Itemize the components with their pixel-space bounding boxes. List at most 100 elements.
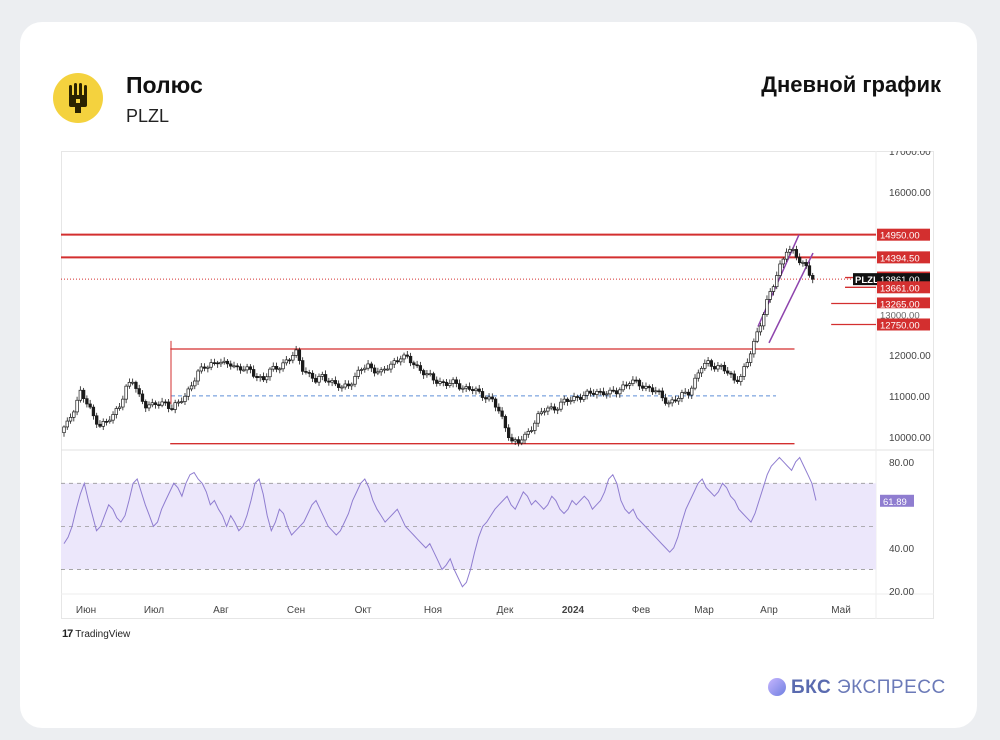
- candle-body: [709, 360, 714, 367]
- price-chart[interactable]: 17000.00 16000.00 12000.00 11000.00 10000.00…: [61, 151, 934, 619]
- price-label-box: [877, 228, 930, 241]
- candle-body: [81, 389, 86, 400]
- candle-body: [65, 420, 69, 428]
- candle-body: [333, 380, 338, 385]
- candle-body: [592, 392, 596, 395]
- candle-body: [732, 373, 736, 381]
- candle-body: [248, 366, 253, 370]
- candle-body: [461, 387, 465, 390]
- time-tick-label: Апр: [760, 605, 778, 616]
- time-tick-label: 2024: [562, 605, 585, 616]
- candle-body: [507, 427, 511, 439]
- candle-body: [229, 363, 233, 367]
- candle-body: [62, 426, 66, 434]
- candle-body: [336, 383, 341, 388]
- candle-body: [762, 314, 766, 327]
- price-label-box: [877, 281, 930, 294]
- candle-body: [680, 392, 684, 399]
- candle-body: [108, 419, 112, 423]
- candle-body: [144, 401, 148, 409]
- price-label-box: [877, 251, 930, 264]
- candle-body: [104, 421, 109, 423]
- candle-body: [549, 406, 553, 409]
- candle-body: [667, 402, 671, 405]
- rsi-line: [63, 456, 817, 588]
- candle-body: [634, 379, 638, 382]
- candle-body: [471, 389, 475, 392]
- candle-body: [196, 370, 200, 382]
- candle-body: [748, 353, 753, 363]
- candle-body: [660, 390, 664, 399]
- candle-body: [320, 374, 324, 377]
- candle-body: [323, 374, 328, 382]
- candle-body: [202, 366, 207, 369]
- candle-body: [346, 383, 351, 387]
- candle-body: [565, 398, 570, 402]
- chart-title: Дневной график: [761, 72, 941, 97]
- candle-body: [758, 325, 763, 333]
- candle-body: [716, 365, 720, 370]
- candle-body: [618, 389, 622, 395]
- candle-body: [451, 379, 455, 384]
- candle-body: [173, 402, 177, 410]
- candle-body: [189, 385, 194, 390]
- candle-body: [490, 396, 494, 400]
- candle-body: [278, 368, 282, 371]
- candle-body: [722, 364, 727, 372]
- price-tick-label: 12000.00: [889, 351, 931, 362]
- chart-border: [61, 151, 934, 619]
- brand-name-a: БКС: [791, 677, 832, 698]
- candle-body: [614, 390, 619, 395]
- candle-body: [526, 430, 530, 435]
- candle-body: [585, 390, 589, 396]
- candle-body: [641, 385, 645, 389]
- candle-body: [539, 411, 544, 415]
- price-label-text: 13661.00: [880, 283, 920, 294]
- candle-body: [784, 251, 789, 260]
- candle-body: [703, 363, 707, 369]
- price-tick-label: 11000.00: [889, 392, 930, 403]
- candle-body: [735, 379, 740, 382]
- symbol-label-text: PLZL: [855, 275, 879, 286]
- candle-body: [222, 360, 226, 363]
- candle-body: [627, 383, 632, 386]
- candle-body: [379, 369, 383, 373]
- candle-body: [343, 383, 347, 388]
- candle-body: [353, 376, 357, 385]
- candle-body: [304, 371, 308, 373]
- candle-body: [281, 362, 285, 370]
- candle-body: [686, 391, 691, 396]
- candle-body: [552, 406, 557, 411]
- candle-body: [739, 376, 743, 382]
- candle-body: [327, 380, 331, 383]
- candle-body: [297, 349, 302, 361]
- candle-body: [310, 372, 315, 379]
- candle-body: [412, 362, 416, 366]
- candle-body: [140, 393, 145, 402]
- candle-body: [392, 360, 396, 365]
- candle-body: [399, 358, 403, 363]
- candle-body: [238, 366, 243, 371]
- candle-body: [683, 391, 687, 394]
- channel-line-lower: [768, 252, 814, 344]
- candle-body: [480, 391, 485, 398]
- candle-body: [755, 331, 759, 342]
- candle-body: [778, 263, 782, 276]
- candle-body: [569, 400, 573, 402]
- candle-body: [529, 430, 534, 432]
- candle-body: [765, 299, 769, 315]
- candle-body: [595, 390, 599, 395]
- candle-body: [363, 367, 367, 370]
- tv-mark-icon: 17: [62, 628, 73, 640]
- candle-body: [206, 366, 210, 369]
- time-tick-label: Июн: [76, 605, 96, 616]
- candle-body: [232, 365, 236, 368]
- candle-body: [212, 362, 217, 364]
- candle-body: [408, 355, 413, 364]
- candle-body: [457, 383, 462, 390]
- candle-body: [477, 388, 481, 392]
- candle-body: [405, 354, 409, 357]
- candle-body: [117, 406, 122, 409]
- brand-circle-icon: [768, 678, 786, 696]
- candle-body: [418, 365, 423, 371]
